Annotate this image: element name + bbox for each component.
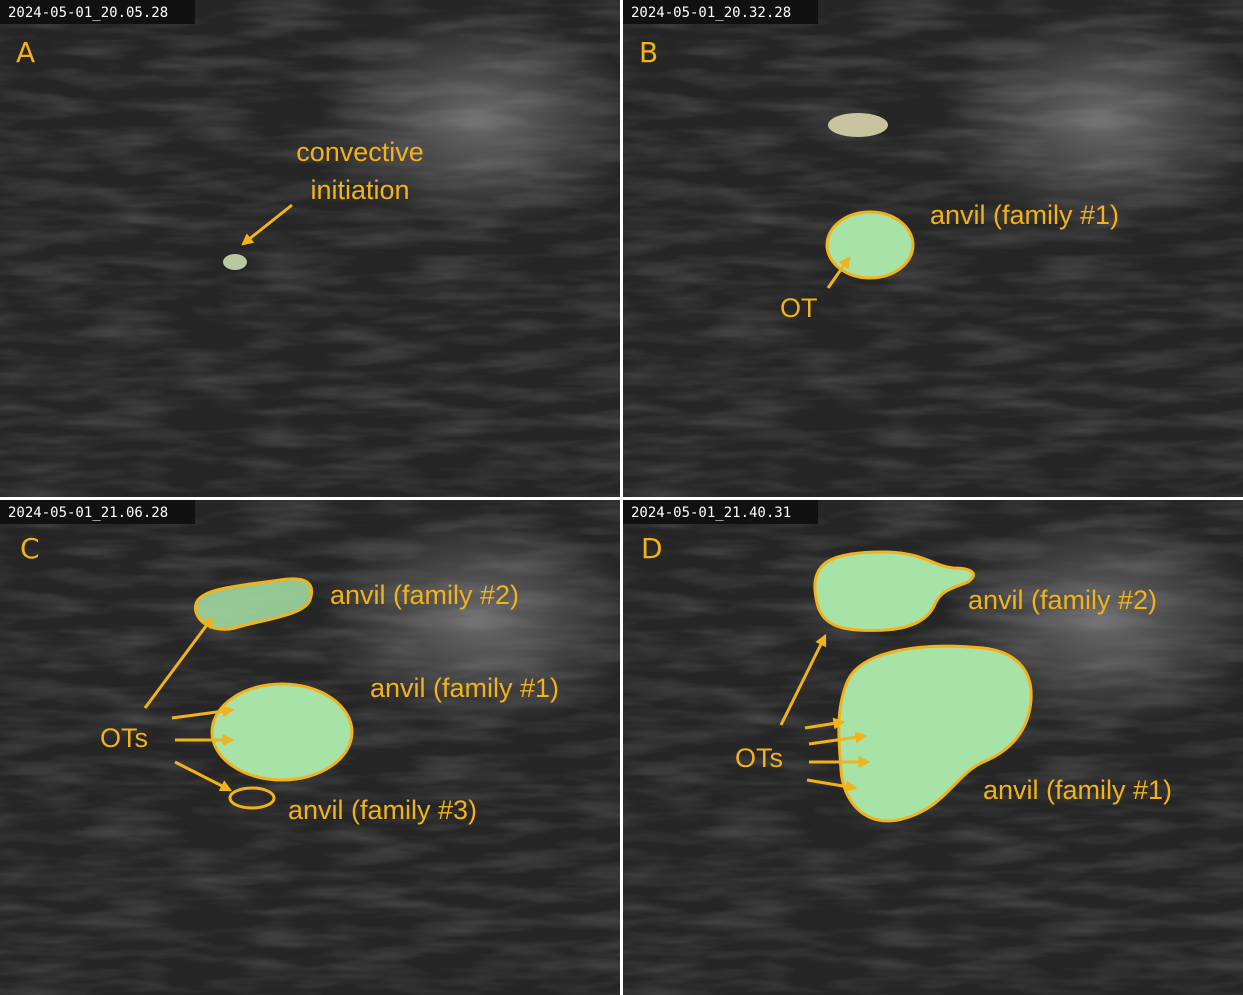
timestamp: 2024-05-01_21.40.31 <box>631 505 791 521</box>
annotation: anvil (family #1) <box>930 200 1119 230</box>
annotation: anvil (family #2) <box>968 585 1157 615</box>
annotation: anvil (family #2) <box>330 580 519 610</box>
annotation: anvil (family #1) <box>983 775 1172 805</box>
panel-letter: B <box>639 36 658 69</box>
figure: 2024-05-01_20.05.28 A convective initiat… <box>0 0 1243 995</box>
anvil-outline <box>212 684 352 780</box>
panel: 2024-05-01_21.06.28 C anvil (family #2) … <box>0 500 640 995</box>
storm <box>223 254 247 270</box>
annotation: OTs <box>100 723 148 753</box>
annotation: OT <box>780 293 818 323</box>
anvil-outline <box>827 212 913 278</box>
timestamp: 2024-05-01_20.32.28 <box>631 5 791 21</box>
panel: 2024-05-01_20.05.28 A convective initiat… <box>0 0 640 497</box>
annotation: OTs <box>735 743 783 773</box>
annotation: initiation <box>310 175 409 205</box>
panel-letter: D <box>641 532 663 565</box>
panel: 2024-05-01_20.32.28 B anvil (family #1) … <box>623 0 1243 497</box>
panel: 2024-05-01_21.40.31 D anvil (family #2) … <box>623 500 1243 995</box>
annotation: anvil (family #1) <box>370 673 559 703</box>
timestamp: 2024-05-01_20.05.28 <box>8 5 168 21</box>
annotation: anvil (family #3) <box>288 795 477 825</box>
panel-letter: A <box>16 36 35 69</box>
panel-letter: C <box>20 532 40 565</box>
storm <box>828 113 888 137</box>
annotation: convective <box>296 137 424 167</box>
timestamp: 2024-05-01_21.06.28 <box>8 505 168 521</box>
